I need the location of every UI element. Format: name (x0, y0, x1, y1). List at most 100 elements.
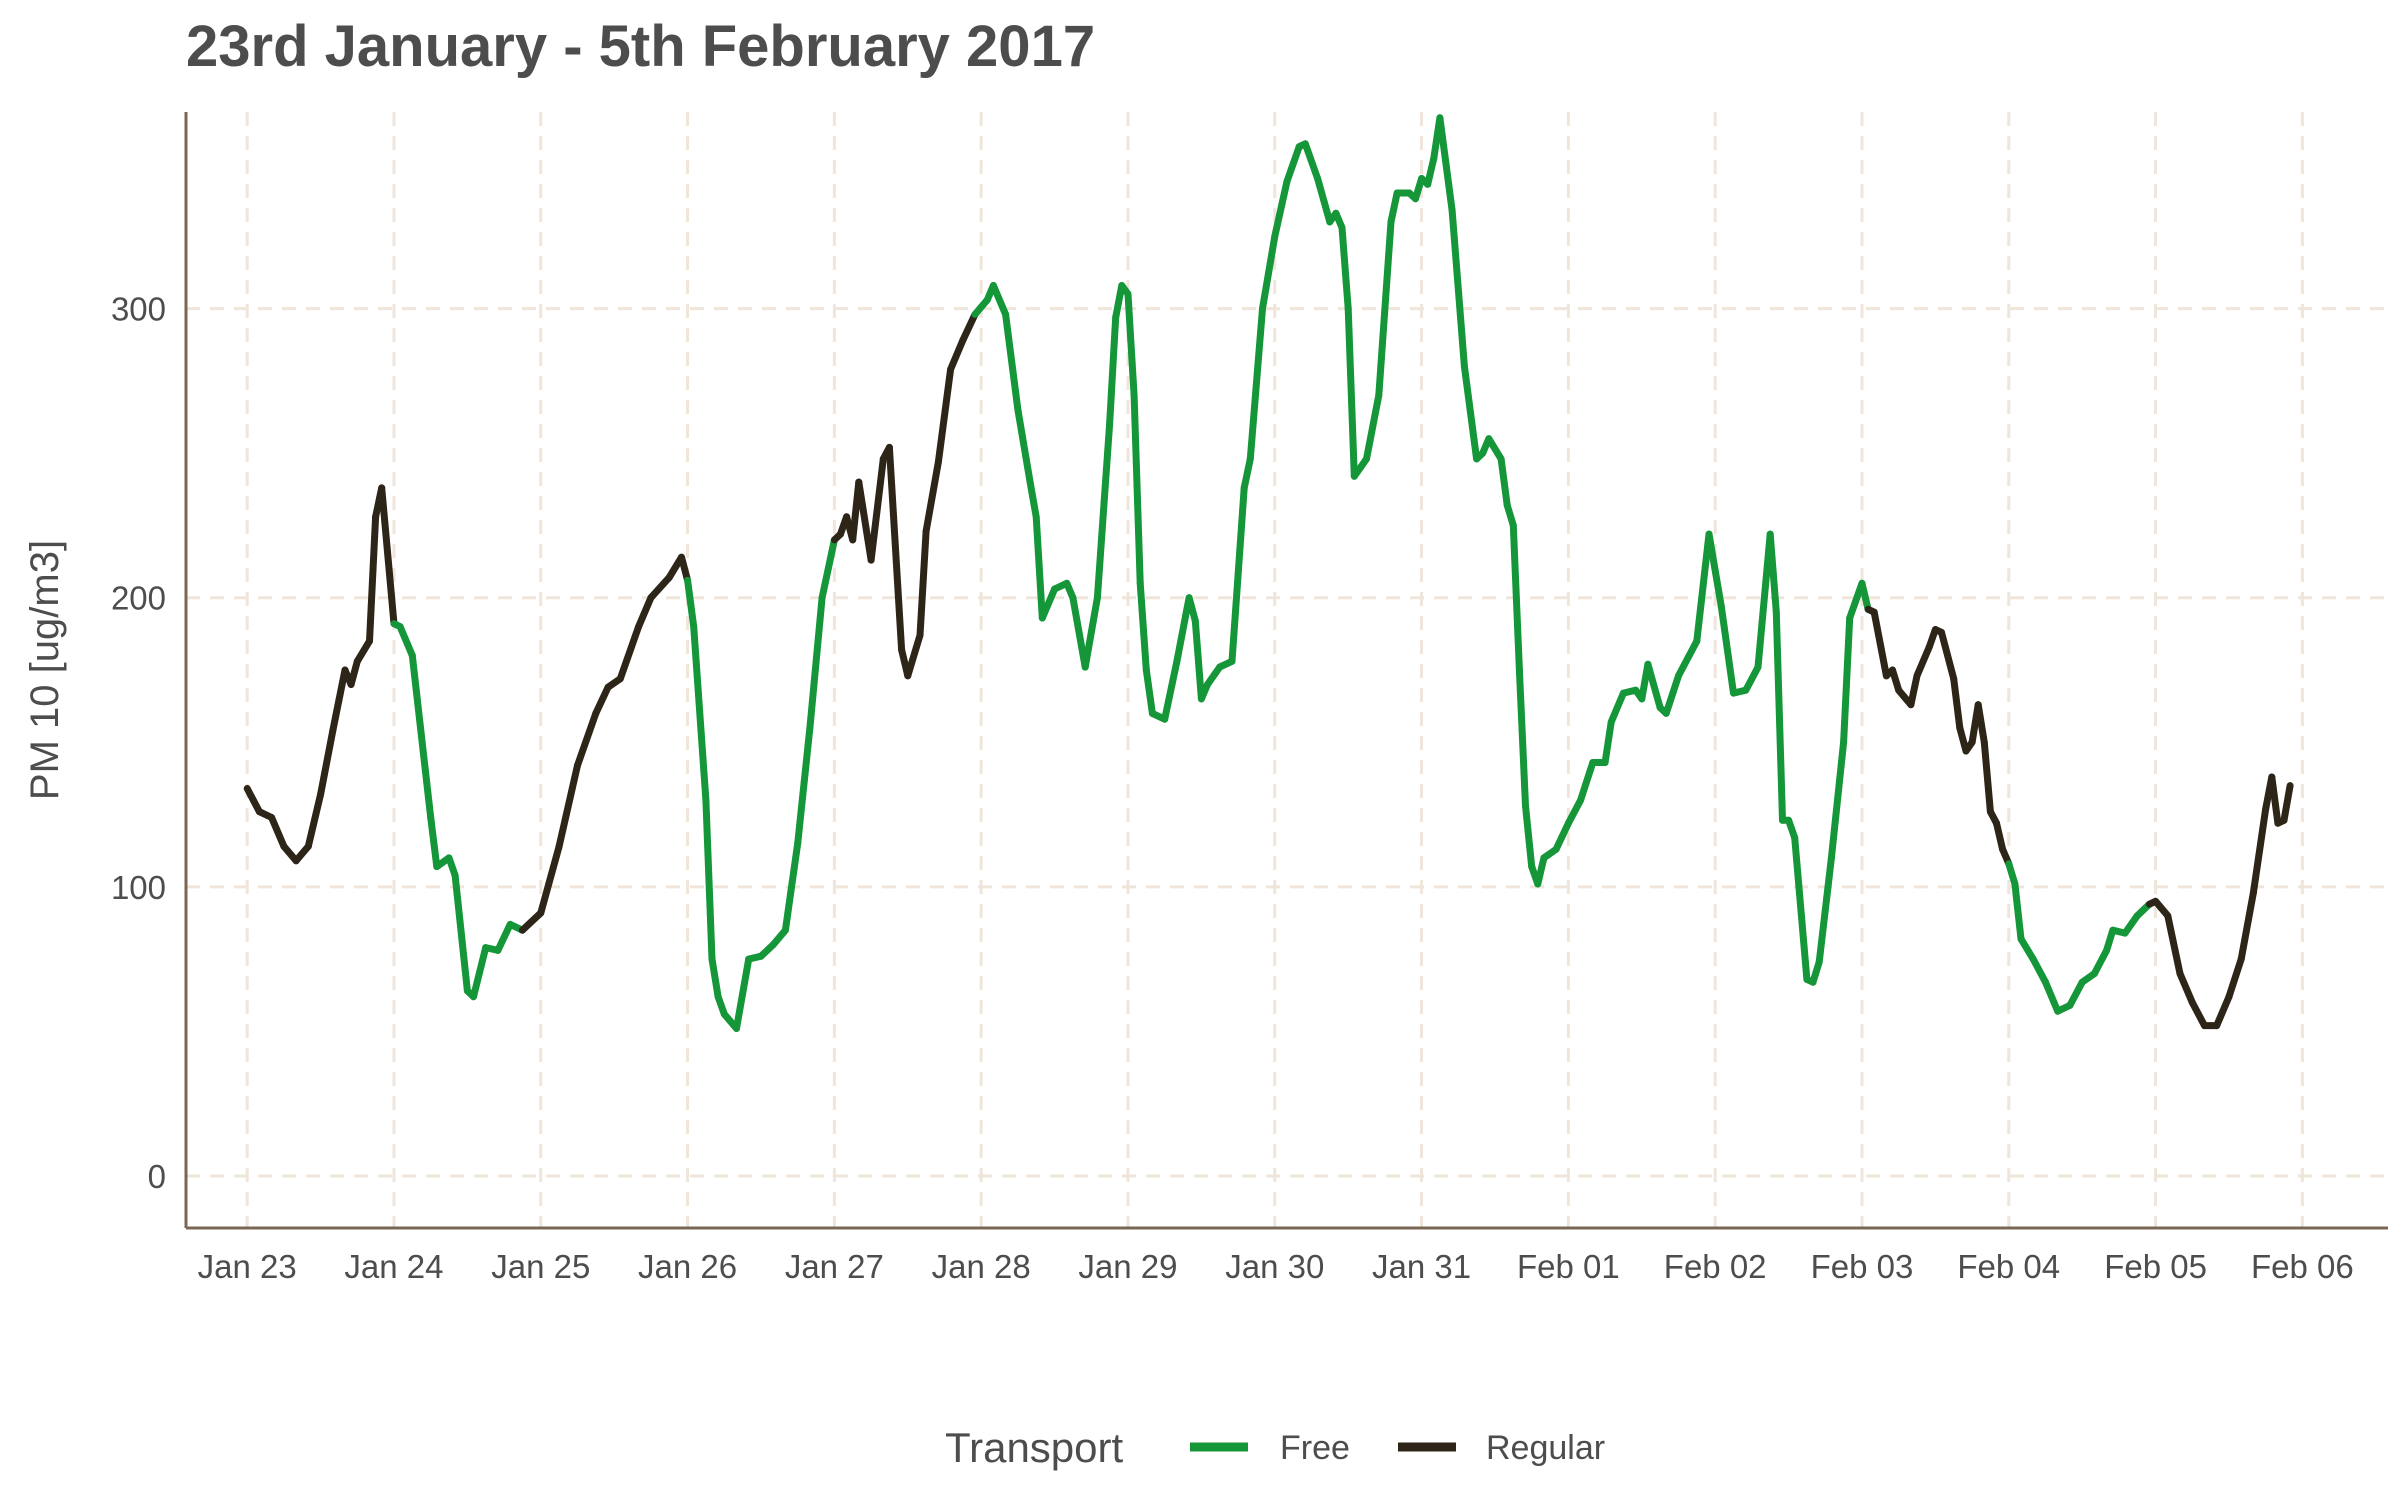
line-segment-regular (1980, 738, 1994, 816)
line-segment-free (1497, 455, 1511, 509)
line-segment-regular (2164, 912, 2184, 978)
line-segment-regular (329, 666, 349, 735)
line-segment-free (1791, 834, 1811, 983)
line-segment-free (1002, 310, 1022, 414)
x-tick-label: Jan 23 (198, 1248, 297, 1285)
x-tick-label: Feb 04 (1957, 1248, 2060, 1285)
series-lines (243, 114, 2294, 1032)
line-segment-free (2029, 955, 2049, 986)
line-segment-free (684, 576, 698, 631)
line-segment-regular (518, 909, 545, 934)
line-segment-free (1827, 738, 1848, 862)
line-segment-regular (855, 478, 875, 564)
line-segment-regular (353, 637, 373, 665)
line-segment-free (1644, 660, 1664, 712)
line-segment-free (1106, 313, 1120, 428)
line-segment-free (1069, 594, 1089, 671)
line-segment-regular (2176, 970, 2196, 1006)
x-tick-label: Jan 31 (1372, 1248, 1471, 1285)
line-segment-regular (2225, 955, 2245, 1001)
line-segment-free (806, 594, 826, 732)
line-segment-regular (904, 631, 924, 680)
line-segment-free (1301, 140, 1322, 182)
line-segment-free (1754, 530, 1774, 671)
line-segment-free (1662, 672, 1682, 717)
line-segment-free (2090, 946, 2111, 978)
x-tick-label: Feb 01 (1517, 1248, 1620, 1285)
line-segment-free (2103, 926, 2117, 954)
line-segment-free (1204, 663, 1224, 688)
line-segment-regular (867, 455, 887, 564)
line-segment-regular (934, 365, 955, 466)
x-tick-label: Jan 24 (344, 1248, 443, 1285)
line-segment-free (1283, 143, 1303, 185)
line-segment-free (1387, 189, 1401, 226)
line-segment-free (1112, 282, 1126, 321)
line-segment-free (1032, 513, 1046, 622)
line-segment-regular (959, 310, 979, 344)
legend-label-regular: Regular (1486, 1429, 1605, 1467)
line-segment-regular (1870, 608, 1890, 680)
line-segment-regular (947, 336, 967, 373)
line-segment-free (1424, 154, 1438, 188)
line-segment-free (1552, 819, 1572, 853)
x-tick-label: Jan 27 (785, 1248, 884, 1285)
line-segment-free (1314, 175, 1334, 226)
line-segment-regular (555, 761, 581, 850)
line-segment-free (1142, 666, 1156, 717)
line-segment-free (427, 814, 441, 871)
legend-label-free: Free (1280, 1429, 1350, 1467)
line-segment-regular (1993, 819, 2007, 853)
line-segment-regular (2213, 993, 2233, 1030)
line-segment-free (1093, 420, 1114, 602)
line-segment-free (1130, 391, 1144, 587)
tick-labels: 0 100 200 300 Jan 23 Jan 24 Jan 25 Jan 26 Jan 27… (111, 291, 2354, 1285)
line-segment-regular (647, 574, 673, 602)
line-segment-free (1607, 689, 1627, 726)
line-segment-free (708, 955, 722, 1001)
line-segment-regular (2280, 782, 2294, 824)
line-segment-regular (268, 814, 288, 850)
line-segment-free (1509, 521, 1523, 674)
line-segment-free (781, 840, 802, 934)
line-segment-regular (347, 657, 361, 688)
line-segment-free (818, 536, 838, 602)
x-tick-label: Feb 02 (1664, 1248, 1767, 1285)
line-segment-free (794, 724, 814, 847)
line-segment-free (1601, 718, 1615, 766)
y-tick-label: 200 (111, 580, 166, 617)
legend-title: Transport (945, 1424, 1124, 1471)
line-segment-free (1436, 114, 1450, 168)
line-segment-regular (2188, 999, 2208, 1030)
line-segment-free (396, 623, 416, 659)
line-segment-free (1522, 802, 1536, 871)
line-segment-free (1705, 530, 1725, 610)
line-segment-free (1136, 579, 1150, 674)
line-segment-regular (366, 513, 380, 645)
line-segment-free (1534, 854, 1548, 888)
line-segment-free (1577, 759, 1597, 804)
line-segment-regular (2237, 889, 2257, 963)
line-segment-free (1026, 478, 1040, 521)
line-segment-free (1363, 391, 1383, 463)
line-segment-free (1442, 160, 1456, 214)
line-segment-regular (2268, 773, 2282, 827)
line-segment-free (1693, 530, 1713, 645)
line-segment-free (1038, 585, 1059, 622)
line-segment-free (2005, 860, 2019, 888)
line-segment-free (1185, 594, 1199, 625)
chart-title: 23rd January - 5th February 2017 (186, 14, 1095, 79)
line-segment-regular (1913, 643, 1933, 680)
line-segment-regular (1950, 675, 1964, 732)
line-segment-free (451, 871, 471, 995)
x-tick-label: Jan 29 (1078, 1248, 1177, 1285)
line-segment-free (702, 796, 716, 963)
line-segment-free (1240, 455, 1254, 492)
line-segment-regular (678, 553, 692, 584)
x-tick-label: Jan 26 (638, 1248, 737, 1285)
line-segment-free (1815, 854, 1835, 966)
line-segment-free (2011, 880, 2025, 943)
line-segment-free (1344, 305, 1358, 480)
line-segment-free (1448, 206, 1468, 370)
